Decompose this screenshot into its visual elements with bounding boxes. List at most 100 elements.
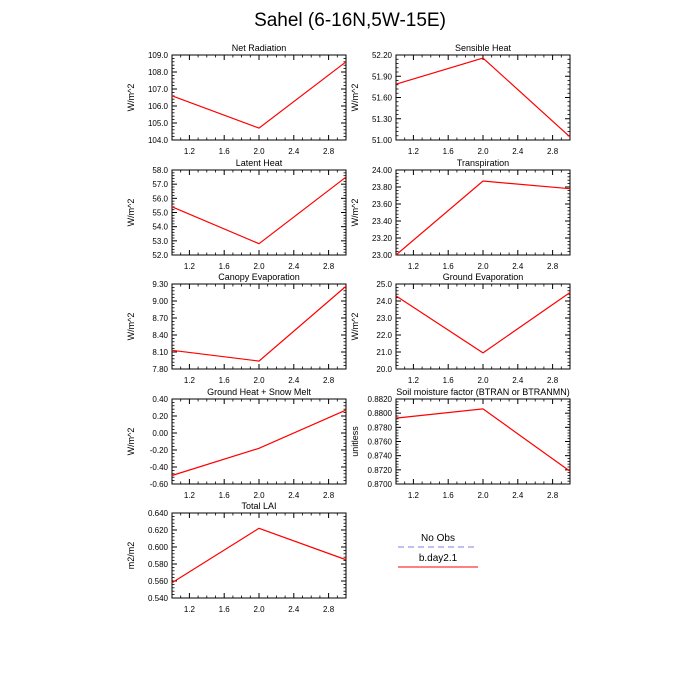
legend-label: b.day2.1: [419, 553, 458, 564]
y-tick-label: 0.540: [148, 594, 169, 603]
y-tick-label: -0.40: [150, 463, 169, 472]
plot-frame: [171, 283, 347, 370]
panel-title: Sensible Heat: [455, 43, 512, 53]
y-tick-label: 20.0: [376, 365, 392, 374]
panel-title: Ground Evaporation: [443, 272, 524, 282]
y-tick-label: 0.20: [152, 412, 168, 421]
y-tick-label: 104.0: [148, 136, 169, 145]
x-tick-label: 2.0: [253, 376, 265, 385]
plot-frame: [171, 398, 347, 485]
y-tick-label: 8.40: [152, 331, 168, 340]
x-tick-label: 1.2: [184, 376, 196, 385]
x-tick-label: 1.6: [443, 491, 455, 500]
y-tick-label: 21.0: [376, 348, 392, 357]
y-tick-label: 0.8760: [368, 438, 393, 447]
panel-4: Transpiration W/m^2 24.00 23.80 23.60 23.40 23…: [350, 158, 571, 271]
x-tick-label: 1.2: [184, 262, 196, 271]
x-tick-label: 1.6: [443, 262, 455, 271]
x-tick-label: 1.6: [219, 605, 231, 614]
y-tick-label: 0.8800: [368, 409, 393, 418]
y-axis-label: W/m^2: [126, 199, 136, 227]
y-tick-label: 106.0: [148, 102, 169, 111]
x-tick-label: 2.4: [288, 376, 300, 385]
y-tick-label: 107.0: [148, 85, 169, 94]
x-tick-label: 1.6: [219, 262, 231, 271]
x-tick-label: 2.8: [547, 491, 559, 500]
y-tick-label: 25.0: [376, 280, 392, 289]
x-tick-label: 1.2: [408, 147, 420, 156]
series-line: [171, 285, 347, 362]
y-tick-label: 105.0: [148, 119, 169, 128]
panel-9: Total LAI m2/m2 0.640 0.620 0.600 0.580 0.560 0…: [126, 501, 347, 614]
y-tick-label: 0.620: [148, 526, 169, 535]
y-tick-label: 55.0: [152, 209, 168, 218]
plot-frame: [171, 512, 347, 599]
x-tick-label: 2.0: [477, 147, 489, 156]
x-tick-label: 2.4: [288, 147, 300, 156]
legend: No Obs b.day2.1: [398, 533, 478, 568]
x-tick-label: 2.8: [547, 147, 559, 156]
y-tick-label: 0.8700: [368, 480, 393, 489]
y-tick-label: 0.600: [148, 543, 169, 552]
x-tick-label: 1.6: [219, 147, 231, 156]
y-tick-label: 0.00: [152, 429, 168, 438]
y-tick-label: 24.00: [372, 166, 393, 175]
y-tick-label: 24.0: [376, 297, 392, 306]
plot-frame: [171, 169, 347, 256]
x-tick-label: 1.2: [184, 147, 196, 156]
series-line: [395, 57, 571, 138]
y-axis-label: W/m^2: [350, 84, 360, 112]
panel-2: Sensible Heat W/m^2 52.20 51.90 51.60 51.30 51…: [350, 43, 571, 156]
x-tick-label: 2.4: [512, 376, 524, 385]
y-tick-label: 8.10: [152, 348, 168, 357]
y-tick-label: 0.560: [148, 577, 169, 586]
series-line: [171, 527, 347, 584]
y-axis-label: W/m^2: [126, 428, 136, 456]
x-tick-label: 2.4: [512, 147, 524, 156]
y-tick-label: 52.0: [152, 251, 168, 260]
x-tick-label: 1.2: [408, 491, 420, 500]
x-tick-label: 1.6: [443, 376, 455, 385]
x-tick-label: 1.2: [408, 376, 420, 385]
x-tick-label: 2.4: [288, 491, 300, 500]
y-axis-label: unitless: [350, 426, 360, 457]
panel-title: Net Radiation: [232, 43, 287, 53]
y-tick-label: 7.80: [152, 365, 168, 374]
y-tick-label: 9.00: [152, 297, 168, 306]
plot-frame: [395, 283, 571, 370]
x-tick-label: 2.4: [288, 605, 300, 614]
y-tick-label: 0.40: [152, 395, 168, 404]
x-tick-label: 2.8: [323, 605, 335, 614]
plot-frame: [395, 398, 571, 485]
x-tick-label: 1.6: [219, 376, 231, 385]
panel-title: Total LAI: [241, 501, 276, 511]
x-tick-label: 2.8: [323, 147, 335, 156]
x-tick-label: 2.8: [323, 491, 335, 500]
y-tick-label: 109.0: [148, 51, 169, 60]
panel-title: Latent Heat: [236, 158, 283, 168]
legend-label: No Obs: [421, 533, 455, 544]
y-tick-label: 22.0: [376, 331, 392, 340]
y-tick-label: 108.0: [148, 68, 169, 77]
x-tick-label: 2.0: [253, 147, 265, 156]
y-tick-label: 0.8740: [368, 452, 393, 461]
x-tick-label: 2.0: [253, 262, 265, 271]
x-tick-label: 2.4: [512, 262, 524, 271]
y-tick-label: -0.20: [150, 446, 169, 455]
y-axis-label: W/m^2: [126, 313, 136, 341]
x-tick-label: 2.0: [253, 605, 265, 614]
y-tick-label: 0.8720: [368, 466, 393, 475]
series-line: [395, 292, 571, 354]
y-tick-label: 54.0: [152, 223, 168, 232]
y-tick-label: 52.20: [372, 51, 393, 60]
y-tick-label: 9.30: [152, 280, 168, 289]
y-tick-label: 51.90: [372, 72, 393, 81]
panel-7: Ground Heat + Snow Melt W/m^2 0.40 0.20 0.00…: [126, 387, 347, 500]
series-line: [395, 180, 571, 256]
y-axis-label: W/m^2: [350, 199, 360, 227]
x-tick-label: 2.0: [477, 376, 489, 385]
series-line: [395, 408, 571, 472]
x-tick-label: 1.6: [219, 491, 231, 500]
